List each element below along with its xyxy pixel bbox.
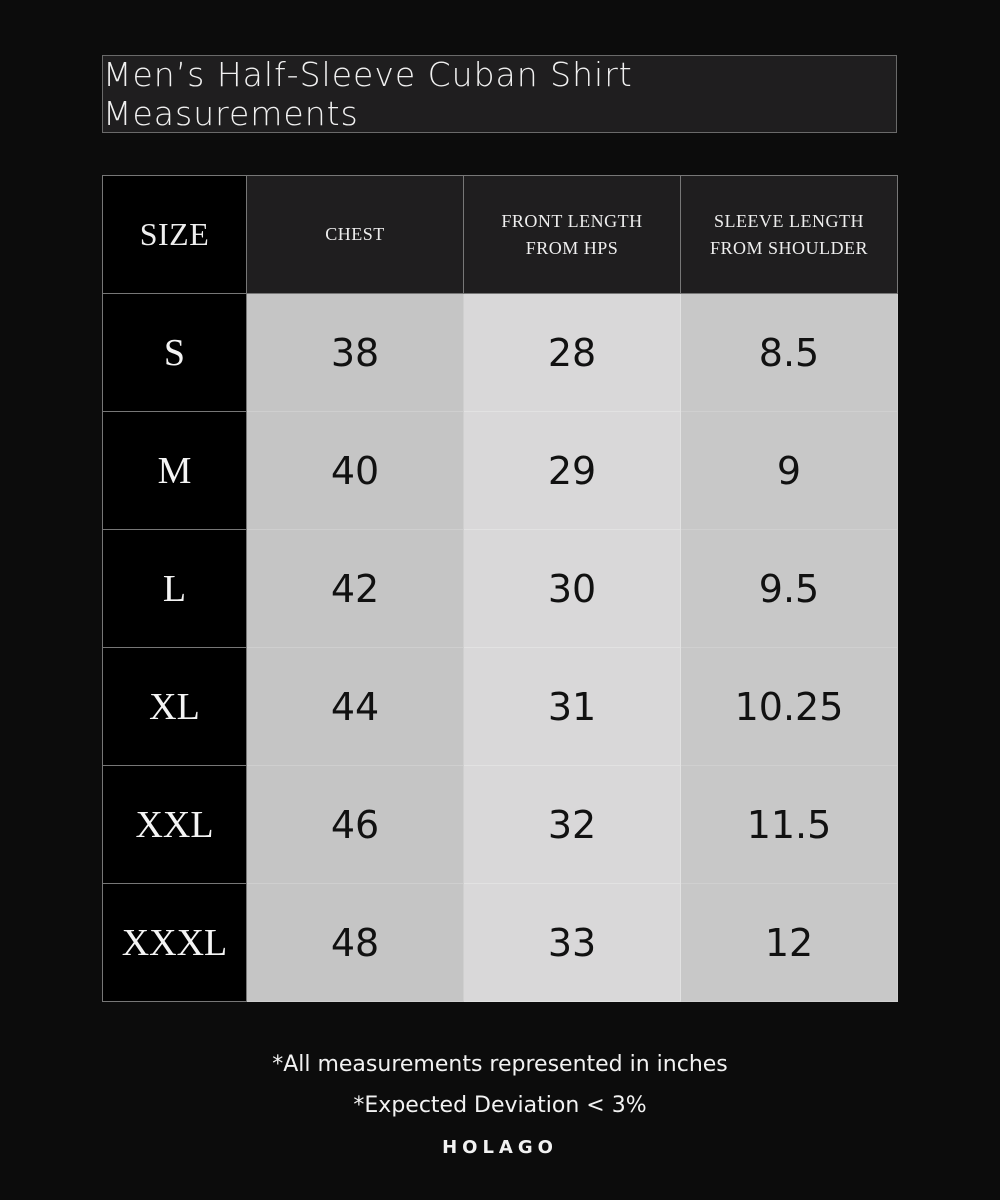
- header-sleeve-length: SLEEVE LENGTH FROM SHOULDER: [680, 175, 898, 294]
- table-row: XXXL 48 33 12: [102, 883, 898, 1002]
- header-size: SIZE: [102, 175, 247, 294]
- header-row: SIZE CHEST FRONT LENGTH FROM HPS SLEEVE …: [102, 175, 898, 294]
- table-row: M 40 29 9: [102, 411, 898, 530]
- sleeve-length-cell: 9.5: [680, 529, 898, 648]
- note-deviation: *Expected Deviation < 3%: [353, 1093, 647, 1118]
- header-chest: CHEST: [246, 175, 464, 294]
- table-row: XL 44 31 10.25: [102, 647, 898, 766]
- size-cell: XXL: [102, 765, 247, 884]
- sleeve-length-cell: 9: [680, 411, 898, 530]
- front-length-cell: 33: [463, 883, 681, 1002]
- size-cell: XL: [102, 647, 247, 766]
- sleeve-length-cell: 11.5: [680, 765, 898, 884]
- size-cell: L: [102, 529, 247, 648]
- front-length-cell: 30: [463, 529, 681, 648]
- chest-cell: 46: [246, 765, 464, 884]
- header-front-length: FRONT LENGTH FROM HPS: [463, 175, 681, 294]
- table-row: S 38 28 8.5: [102, 293, 898, 412]
- size-cell: XXXL: [102, 883, 247, 1002]
- chart-title: Men’s Half-Sleeve Cuban Shirt Measuremen…: [102, 55, 897, 133]
- table-row: L 42 30 9.5: [102, 529, 898, 648]
- size-cell: M: [102, 411, 247, 530]
- front-length-cell: 28: [463, 293, 681, 412]
- chest-cell: 38: [246, 293, 464, 412]
- brand-logo: HOLAGO: [442, 1137, 558, 1158]
- front-length-cell: 31: [463, 647, 681, 766]
- chest-cell: 48: [246, 883, 464, 1002]
- front-length-cell: 29: [463, 411, 681, 530]
- sleeve-length-cell: 8.5: [680, 293, 898, 412]
- sleeve-length-cell: 12: [680, 883, 898, 1002]
- table-row: XXL 46 32 11.5: [102, 765, 898, 884]
- chest-cell: 44: [246, 647, 464, 766]
- size-cell: S: [102, 293, 247, 412]
- note-units: *All measurements represented in inches: [272, 1052, 728, 1077]
- size-chart-table: SIZE CHEST FRONT LENGTH FROM HPS SLEEVE …: [102, 175, 898, 1002]
- front-length-cell: 32: [463, 765, 681, 884]
- chest-cell: 42: [246, 529, 464, 648]
- sleeve-length-cell: 10.25: [680, 647, 898, 766]
- chest-cell: 40: [246, 411, 464, 530]
